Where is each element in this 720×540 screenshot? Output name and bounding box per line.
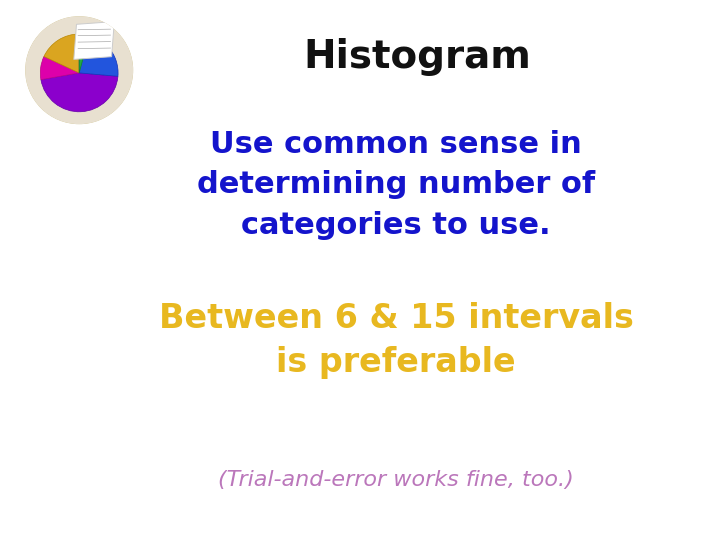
Wedge shape [79, 34, 118, 76]
Text: Histogram: Histogram [304, 38, 531, 76]
Wedge shape [40, 57, 79, 80]
Text: (Trial-and-error works fine, too.): (Trial-and-error works fine, too.) [218, 470, 574, 490]
Polygon shape [73, 22, 114, 59]
Circle shape [22, 14, 136, 127]
Wedge shape [79, 34, 89, 73]
Circle shape [25, 16, 133, 124]
Wedge shape [41, 73, 118, 112]
Wedge shape [44, 34, 79, 73]
Text: Between 6 & 15 intervals
is preferable: Between 6 & 15 intervals is preferable [158, 302, 634, 379]
Text: Use common sense in
determining number of
categories to use.: Use common sense in determining number o… [197, 130, 595, 240]
